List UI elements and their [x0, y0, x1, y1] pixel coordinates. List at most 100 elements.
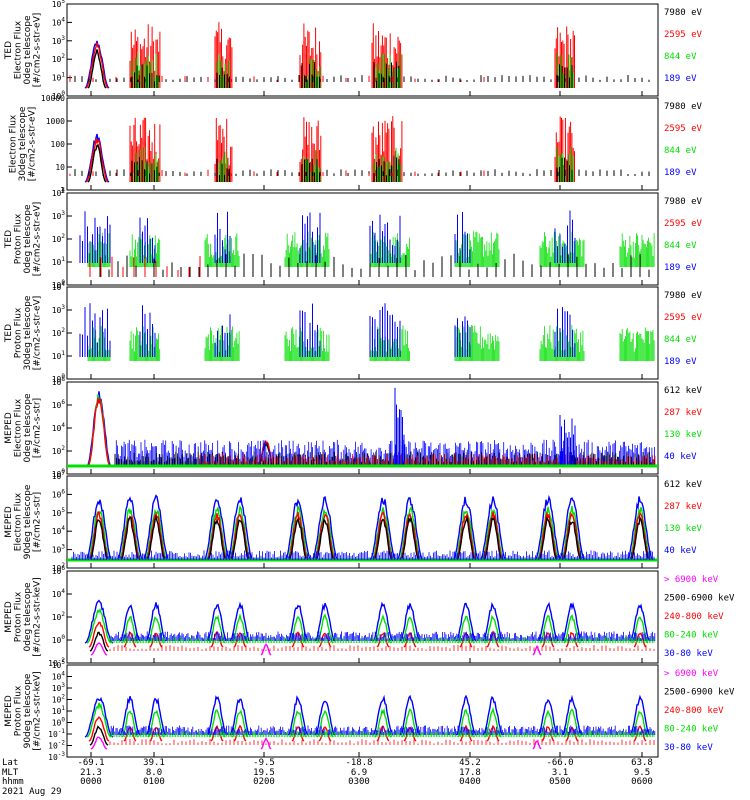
- flux-trace: [89, 631, 109, 652]
- panel-frame: [66, 664, 659, 758]
- flux-trace: [539, 709, 557, 738]
- flux-trace: [119, 696, 141, 736]
- x-axis-row-label: hhmm: [2, 777, 24, 787]
- y-tick-label: 10: [55, 163, 65, 172]
- flux-trace: [561, 511, 583, 561]
- flux-trace: [233, 724, 247, 742]
- flux-trace: [86, 702, 112, 738]
- flux-trace: [123, 631, 137, 648]
- flux-trace: [372, 694, 394, 736]
- y-tick-label: 102: [52, 694, 66, 705]
- legend-entry: 240-800 keV: [664, 612, 724, 622]
- y-axis-label: TED Proton Flux 0deg telescope [#/cm2-s-str…: [4, 202, 43, 277]
- flux-trace: [90, 642, 108, 656]
- panel-data: [79, 303, 655, 361]
- flux-trace: [314, 513, 336, 561]
- flux-trace: [318, 726, 332, 742]
- flux-trace: [401, 616, 419, 644]
- flux-trace: [456, 515, 476, 561]
- flux-trace: [482, 601, 504, 642]
- y-tick-label: 104: [52, 588, 66, 599]
- legend-entry: 2500-6900 keV: [664, 594, 735, 604]
- legend-entry: 2500-6900 keV: [664, 688, 735, 698]
- y-axis-label: MEPED Proton Flux 90deg telescope [#/cm2-s-…: [4, 671, 43, 750]
- flux-trace: [563, 708, 581, 738]
- x-axis-value: -69.1: [77, 758, 104, 768]
- flux-trace: [230, 519, 250, 561]
- panel-7: 10-2 100 102 104 106 MEPED Proton Flux 0deg tel…: [4, 565, 735, 668]
- y-axis-label-line: 30deg telescope: [23, 295, 33, 370]
- flux-trace: [145, 697, 167, 736]
- y-tick-label: 104: [52, 422, 66, 433]
- x-axis-row-label: 2021 Aug 29: [2, 787, 62, 797]
- y-axis-label-line: TED: [4, 41, 14, 60]
- y-axis-label: MEPED Electron Flux 0deg telescope [#/cm2-s…: [4, 393, 43, 463]
- panel-6: 102 103 104 105 106 107 MEPED Electron Flux 90de…: [4, 470, 703, 573]
- legend-entry: 30-80 keV: [664, 649, 713, 659]
- panel-data: [84, 694, 656, 750]
- x-axis-row-label: MLT: [2, 768, 19, 778]
- x-axis-value: 17.8: [459, 768, 481, 778]
- flux-trace: [87, 398, 111, 467]
- y-axis-label: TED Electron Flux 0deg telescope [#/cm2-s-s…: [4, 13, 43, 88]
- y-tick-label: 101: [52, 256, 66, 267]
- panel-data: [69, 22, 650, 89]
- y-tick-label: 102: [52, 233, 66, 244]
- y-tick-label: 100: [52, 279, 66, 290]
- flux-trace: [286, 504, 310, 561]
- flux-trace: [376, 631, 390, 648]
- legend-entry: 7980 eV: [664, 291, 703, 301]
- y-axis-label-line: 90deg telescope: [23, 673, 33, 748]
- y-axis-label-line: 0deg telescope: [23, 204, 33, 274]
- flux-trace: [149, 632, 163, 648]
- flux-trace: [120, 516, 140, 561]
- x-axis-value: 0100: [143, 777, 165, 787]
- y-tick-label: 102: [52, 611, 66, 622]
- panel-data: [79, 210, 655, 277]
- flux-trace: [206, 695, 228, 736]
- x-axis-value: 6.9: [351, 768, 367, 778]
- y-axis-label-line: Electron Flux: [13, 20, 23, 79]
- y-axis-label-line: Proton Flux: [13, 685, 23, 736]
- flux-trace: [314, 602, 336, 642]
- legend-entry: 189 eV: [664, 74, 697, 84]
- y-tick-label: 104: [52, 187, 66, 198]
- legend-entry: 40 keV: [664, 546, 697, 556]
- y-axis-label-line: [#/cm2-s-str]: [32, 492, 42, 552]
- y-tick-label: 100: [52, 373, 66, 384]
- flux-trace: [400, 516, 420, 561]
- panel-5: 100 102 104 106 108 MEPED Electron Flux 0deg te…: [4, 376, 703, 479]
- y-tick-label: 104: [52, 16, 66, 27]
- legend-entry: 612 keV: [664, 386, 703, 396]
- flux-trace: [396, 497, 424, 561]
- y-tick-label: 100: [52, 90, 66, 101]
- flux-trace: [558, 497, 586, 561]
- flux-trace: [118, 507, 142, 561]
- x-axis-value: 0000: [80, 777, 102, 787]
- flux-trace: [260, 643, 272, 656]
- x-axis-row-label: Lat: [2, 758, 18, 768]
- flux-trace: [371, 507, 395, 561]
- y-axis-label-line: [#/cm2-s-str-eV]: [32, 13, 42, 88]
- flux-trace: [90, 736, 108, 750]
- flux-trace: [291, 631, 305, 648]
- x-axis-value: 0200: [253, 777, 275, 787]
- flux-trace: [318, 632, 332, 648]
- y-axis-label-line: 30deg telescope: [18, 106, 28, 181]
- panel-frame: [66, 570, 659, 664]
- x-axis-value: 21.3: [80, 768, 102, 778]
- y-tick-label: 101: [52, 350, 66, 361]
- legend-entry: 7980 eV: [664, 197, 703, 207]
- y-tick-label: 10-2: [48, 657, 65, 668]
- flux-trace: [89, 519, 109, 561]
- legend-entry: 80-240 keV: [664, 631, 719, 641]
- y-tick-label: 105: [52, 659, 66, 670]
- y-tick-label: 102: [52, 445, 66, 456]
- y-tick-label: 101: [52, 72, 66, 83]
- flux-trace: [484, 707, 502, 738]
- flux-trace: [260, 737, 272, 750]
- y-axis-label-line: [#/cm2-s-str-eV]: [32, 296, 42, 371]
- panel-3: 100 101 102 103 104 TED Proton Flux 0deg telesc…: [4, 187, 703, 290]
